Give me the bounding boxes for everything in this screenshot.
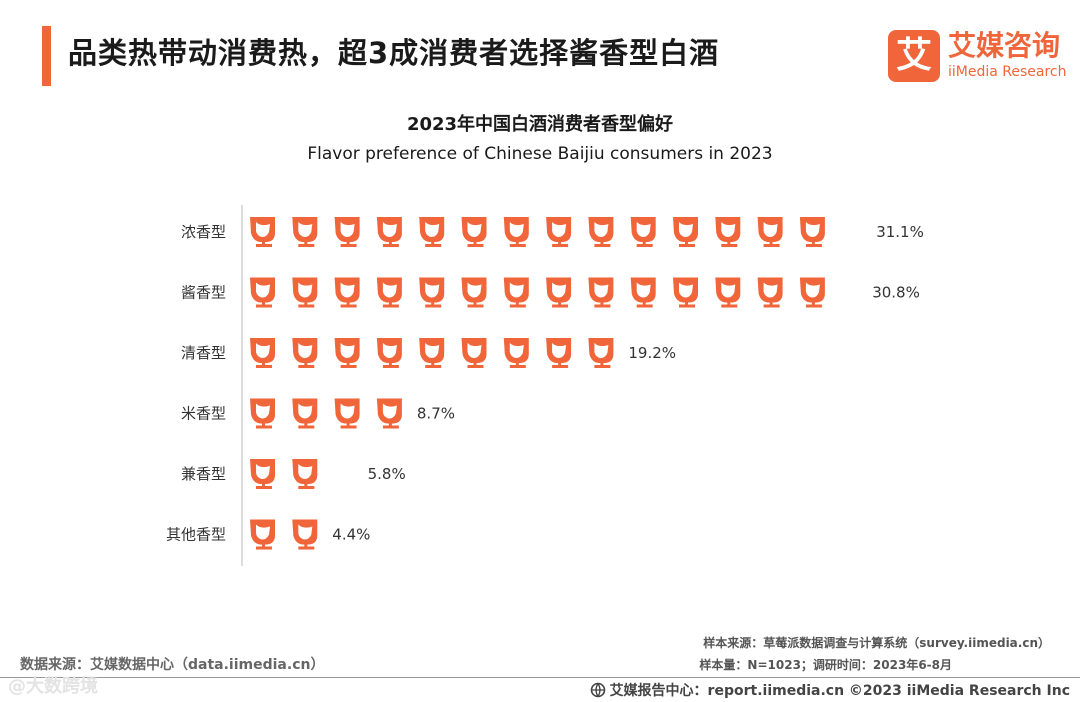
wine-glass-icon (292, 338, 318, 368)
wine-glass-icon-partial (842, 217, 865, 247)
globe-icon (590, 682, 605, 698)
value-label: 4.4% (332, 526, 370, 544)
category-label: 兼香型 (181, 465, 226, 483)
title-accent-bar (42, 26, 51, 86)
wine-glass-icon (376, 277, 402, 308)
wine-glass-icon (419, 217, 445, 247)
wine-glass-icon (546, 217, 572, 247)
wine-glass-icon (292, 398, 318, 429)
wine-glass-icon (376, 217, 402, 247)
wine-glass-icon (419, 338, 445, 368)
wine-glass-icon (250, 459, 275, 489)
page-title: 品类热带动消费热，超3成消费者选择酱香型白酒 (68, 36, 720, 70)
wine-glass-icon (334, 277, 360, 308)
category-label: 米香型 (181, 405, 226, 423)
wine-glass-icon (461, 217, 487, 247)
wine-glass-icon (250, 398, 275, 429)
wine-glass-icon (250, 217, 275, 247)
wine-glass-icon (292, 217, 318, 247)
wine-glass-icon (546, 277, 572, 308)
category-label: 清香型 (181, 344, 226, 362)
value-label: 5.8% (368, 465, 406, 483)
category-label: 浓香型 (181, 223, 226, 241)
wine-glass-icon-partial (334, 459, 356, 489)
category-label: 酱香型 (181, 284, 226, 302)
wine-glass-icon (503, 217, 529, 247)
wine-glass-icon (799, 277, 825, 308)
value-label: 31.1% (876, 223, 924, 241)
sample-size: 样本量：N=1023；调研时间：2023年6-8月 (699, 658, 952, 672)
wine-glass-icon (799, 217, 825, 247)
watermark: @大数跨境 (8, 676, 98, 697)
wine-glass-icon (292, 277, 318, 308)
value-label: 8.7% (417, 405, 455, 423)
category-label: 其他香型 (166, 526, 226, 544)
wine-glass-icon (250, 277, 275, 308)
wine-glass-icon (250, 338, 275, 368)
wine-glass-icon (715, 277, 741, 308)
wine-glass-icon (292, 459, 318, 489)
wine-glass-icon-partial (842, 277, 861, 308)
sample-source: 样本来源：草莓派数据调查与计算系统（survey.iimedia.cn） (703, 636, 1050, 650)
wine-glass-icon (588, 217, 614, 247)
wine-glass-icon (757, 217, 783, 247)
wine-glass-icon (376, 398, 402, 429)
wine-glass-icon (546, 338, 572, 368)
report-center-text: 艾媒报告中心：report.iimedia.cn ©2023 iiMedia R… (609, 683, 1070, 699)
iimedia-logo: 艾 艾媒咨询 iiMedia Research (888, 30, 1068, 86)
value-label: 19.2% (628, 344, 676, 362)
wine-glass-icon (419, 277, 445, 308)
wine-glass-icon (461, 277, 487, 308)
wine-glass-icon (334, 398, 360, 429)
wine-glass-icon (334, 217, 360, 247)
wine-glass-icon (630, 277, 656, 308)
wine-glass-icon (588, 338, 614, 368)
wine-glass-icon (461, 338, 487, 368)
logo-text-en: iiMedia Research (948, 64, 1067, 80)
wine-glass-icon (334, 338, 360, 368)
wine-glass-icon (250, 519, 275, 550)
wine-glass-icon (588, 277, 614, 308)
wine-glass-icon (673, 277, 698, 308)
wine-glass-icon (503, 338, 529, 368)
wine-glass-icon (673, 217, 698, 247)
wine-glass-icon (757, 277, 783, 308)
wine-glass-icon (715, 217, 741, 247)
chart-subtitle: Flavor preference of Chinese Baijiu cons… (307, 144, 773, 164)
footer-divider (0, 677, 1080, 678)
wine-glass-icon (376, 338, 402, 368)
logo-mark: 艾 (888, 30, 940, 82)
data-source: 数据来源：艾媒数据中心（data.iimedia.cn） (20, 657, 325, 673)
report-center: 艾媒报告中心：report.iimedia.cn ©2023 iiMedia R… (590, 680, 1070, 700)
value-label: 30.8% (872, 284, 920, 302)
logo-text-cn: 艾媒咨询 (948, 29, 1061, 62)
wine-glass-icon (630, 217, 656, 247)
wine-glass-icon (292, 519, 318, 550)
chart-title: 2023年中国白酒消费者香型偏好 (406, 114, 674, 135)
wine-glass-icon (503, 277, 529, 308)
